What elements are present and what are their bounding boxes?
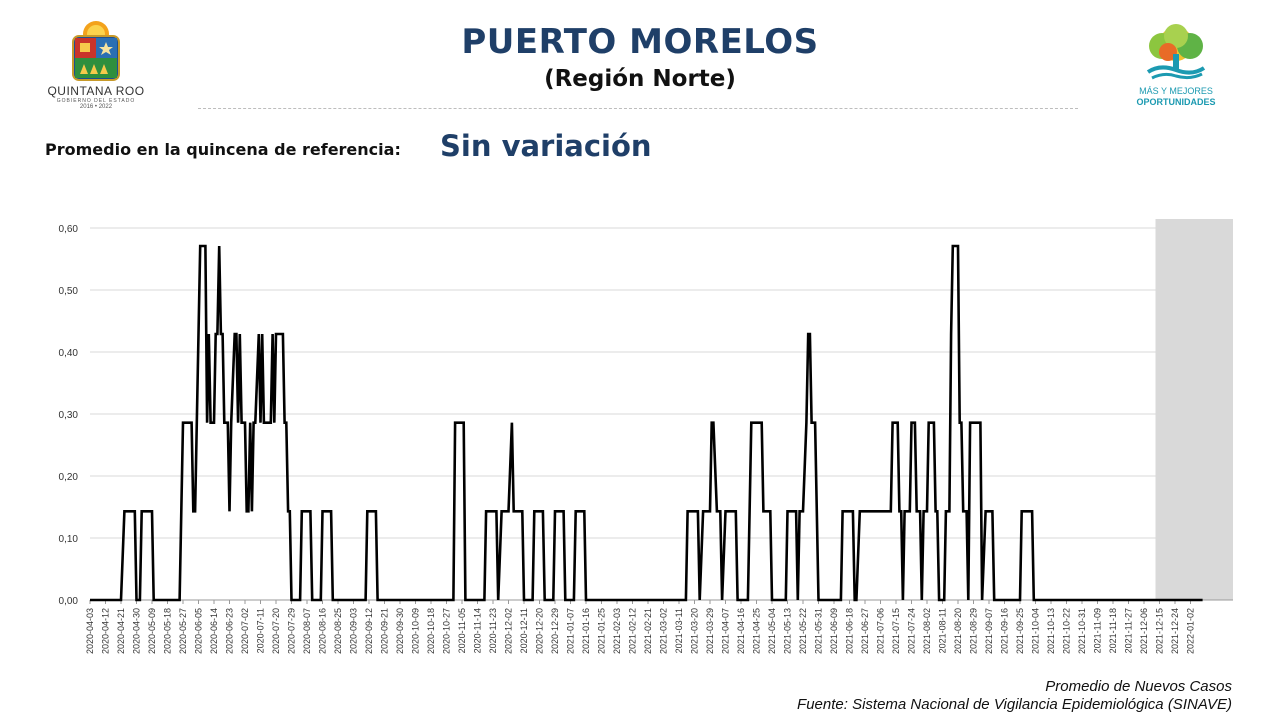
x-tick-label: 2021-03-29	[705, 608, 715, 654]
y-tick-label: 0,00	[59, 596, 79, 607]
x-tick-label: 2021-05-31	[814, 608, 824, 654]
logo-right-line1: MÁS Y MEJORES	[1139, 86, 1213, 96]
x-tick-label: 2020-05-09	[147, 608, 157, 654]
x-tick-label: 2021-10-13	[1046, 608, 1056, 654]
x-tick-label: 2020-07-02	[240, 608, 250, 654]
y-tick-label: 0,10	[59, 534, 79, 545]
x-tick-label: 2020-11-14	[473, 608, 483, 653]
x-tick-label: 2020-09-12	[364, 608, 374, 654]
x-tick-label: 2021-05-13	[783, 608, 793, 654]
x-tick-label: 2021-08-11	[938, 608, 948, 653]
x-tick-label: 2021-01-25	[597, 608, 607, 654]
y-tick-label: 0,60	[59, 224, 79, 235]
x-tick-label: 2021-06-18	[845, 608, 855, 654]
x-tick-label: 2021-11-09	[1093, 608, 1103, 653]
x-tick-label: 2021-08-29	[969, 608, 979, 654]
x-tick-label: 2020-12-11	[519, 608, 529, 653]
x-tick-label: 2021-11-18	[1108, 608, 1118, 653]
coat-of-arms-icon	[72, 21, 120, 81]
x-tick-label: 2020-08-07	[302, 608, 312, 654]
x-tick-label: 2021-07-06	[876, 608, 886, 654]
x-tick-label: 2021-09-07	[984, 608, 994, 654]
x-tick-label: 2021-08-02	[922, 608, 932, 654]
x-tick-label: 2020-11-23	[488, 608, 498, 653]
x-tick-label: 2020-04-12	[101, 608, 111, 654]
x-tick-label: 2020-08-16	[318, 608, 328, 654]
x-tick-label: 2022-01-02	[1186, 608, 1196, 654]
logo-left-sub: GOBIERNO DEL ESTADO	[56, 98, 136, 104]
x-tick-label: 2021-01-16	[581, 608, 591, 654]
quintana-roo-logo: QUINTANA ROO GOBIERNO DEL ESTADO 2016 • …	[44, 18, 148, 112]
header-divider	[198, 108, 1078, 109]
x-tick-label: 2021-06-27	[860, 608, 870, 654]
cases-line-chart: 0,00 0,10 0,20 0,30 0,40 0,50 0,60 2020-04-03 20…	[59, 219, 1233, 654]
x-tick-label: 2021-03-20	[690, 608, 700, 654]
x-tick-label: 2021-04-07	[721, 608, 731, 654]
x-tick-label: 2021-10-31	[1077, 608, 1087, 654]
x-tick-label: 2020-06-14	[209, 608, 219, 654]
y-tick-label: 0,30	[59, 410, 79, 421]
y-tick-label: 0,50	[59, 286, 79, 297]
x-tick-label: 2020-06-05	[194, 608, 204, 654]
x-tick-label: 2020-09-21	[380, 608, 390, 654]
x-tick-label: 2021-01-07	[566, 608, 576, 654]
x-tick-label: 2021-12-06	[1139, 608, 1149, 654]
x-tick-label: 2021-05-04	[767, 608, 777, 654]
x-tick-label: 2020-12-29	[550, 608, 560, 654]
x-tick-label: 2020-08-25	[333, 608, 343, 654]
x-tick-label: 2020-04-21	[116, 608, 126, 654]
x-tick-label: 2021-09-25	[1015, 608, 1025, 654]
x-tick-label: 2020-10-18	[426, 608, 436, 654]
x-tick-label: 2021-04-16	[736, 608, 746, 654]
x-tick-label: 2021-05-22	[798, 608, 808, 654]
logo-right-line2: OPORTUNIDADES	[1136, 97, 1216, 107]
x-tick-label: 2020-04-03	[85, 608, 95, 654]
legend-note: Promedio de Nuevos Casos	[1045, 678, 1232, 695]
x-tick-label: 2020-04-30	[132, 608, 142, 654]
x-tick-label: 2021-02-12	[628, 608, 638, 654]
logo-left-caption: QUINTANA ROO	[47, 84, 145, 98]
x-tick-label: 2020-12-02	[504, 608, 514, 654]
x-tick-label: 2021-09-16	[1000, 608, 1010, 654]
x-tick-label: 2020-07-20	[271, 608, 281, 654]
x-tick-label: 2021-03-02	[659, 608, 669, 654]
series-line-promedio	[90, 244, 1203, 602]
logo-left-years: 2016 • 2022	[79, 104, 113, 110]
x-tick-label: 2020-06-23	[225, 608, 235, 654]
shaded-region	[1155, 219, 1233, 600]
reference-value: Sin variación	[440, 129, 652, 163]
x-tick-label: 2021-03-11	[674, 608, 684, 653]
x-tick-label: 2021-11-27	[1124, 608, 1134, 653]
x-tick-label: 2021-02-21	[643, 608, 653, 654]
x-tick-label: 2020-05-27	[178, 608, 188, 654]
page-subtitle: (Región Norte)	[544, 66, 736, 92]
x-tick-label: 2021-04-25	[752, 608, 762, 654]
x-tick-label: 2020-07-11	[256, 608, 266, 653]
y-tick-label: 0,40	[59, 348, 79, 359]
x-tick-label: 2021-06-09	[829, 608, 839, 654]
source-note: Fuente: Sistema Nacional de Vigilancia E…	[797, 696, 1232, 713]
page-title: PUERTO MORELOS	[461, 22, 819, 62]
x-tick-label: 2020-11-05	[457, 608, 467, 653]
x-tick-label: 2020-10-09	[411, 608, 421, 654]
x-tick-label: 2021-10-22	[1062, 608, 1072, 654]
tree-icon	[1146, 24, 1206, 80]
x-tick-label: 2020-05-18	[163, 608, 173, 654]
reference-label: Promedio en la quincena de referencia:	[45, 140, 401, 159]
x-tick-label: 2021-02-03	[612, 608, 622, 654]
x-tick-label: 2021-12-15	[1155, 608, 1165, 654]
x-tick-label: 2020-10-27	[442, 608, 452, 654]
x-tick-label: 2020-09-03	[349, 608, 359, 654]
x-tick-label: 2021-07-15	[891, 608, 901, 654]
x-tick-label: 2020-07-29	[287, 608, 297, 654]
y-tick-label: 0,20	[59, 472, 79, 483]
oportunidades-logo: MÁS Y MEJORES OPORTUNIDADES	[1124, 22, 1228, 114]
x-tick-label: 2021-08-20	[953, 608, 963, 654]
x-tick-label: 2020-12-20	[535, 608, 545, 654]
x-tick-label: 2021-07-24	[907, 608, 917, 654]
x-tick-label: 2021-10-04	[1031, 608, 1041, 654]
x-tick-label: 2020-09-30	[395, 608, 405, 654]
x-tick-label: 2021-12-24	[1170, 608, 1180, 654]
